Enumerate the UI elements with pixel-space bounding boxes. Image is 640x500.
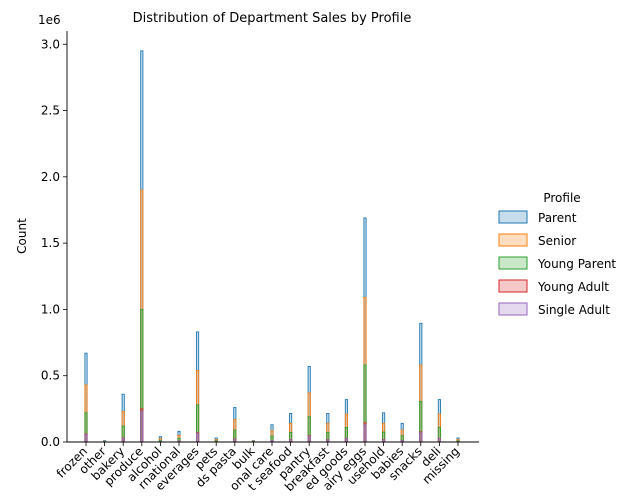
chart-title: Distribution of Department Sales by Prof…	[133, 11, 412, 26]
y-tick-label: 3.0	[41, 37, 60, 51]
x-axis: frozenotherbakeryproducealcoholrnational…	[54, 442, 462, 494]
bars-layer	[84, 50, 460, 443]
y-tick-label: 2.5	[41, 104, 60, 118]
bar-single-adult-produce	[140, 411, 144, 443]
y-axis-label: Count	[15, 218, 29, 254]
bar-single-adult-snacks	[419, 432, 423, 443]
bar-single-adult-bakery	[121, 437, 125, 443]
y-axis: 0.0 0.5 1.0 1.5 2.0 2.5 3.0	[41, 37, 67, 449]
y-offset-text: 1e6	[38, 13, 61, 27]
legend: Profile Parent Senior Young Parent Young Ad…	[498, 191, 616, 317]
legend-swatch	[498, 233, 528, 247]
legend-swatch	[498, 210, 528, 224]
legend-swatch	[498, 302, 528, 316]
legend-label: Single Adult	[538, 303, 610, 317]
bar-single-adult-beverages	[196, 432, 200, 443]
y-tick-label: 0.5	[41, 369, 60, 383]
legend-swatch	[498, 279, 528, 293]
bar-single-adult-deli	[437, 438, 441, 443]
bar-single-adult-dairy-eggs	[363, 424, 367, 443]
legend-label: Parent	[538, 211, 577, 225]
y-tick-label: 0.0	[41, 435, 60, 449]
legend-label: Young Parent	[537, 257, 616, 271]
y-tick-label: 2.0	[41, 170, 60, 184]
bar-single-adult-pantry	[307, 435, 311, 443]
legend-title: Profile	[543, 191, 580, 205]
legend-label: Senior	[538, 234, 576, 248]
bar-single-adult-frozen	[84, 434, 88, 443]
bar-single-adult-canned-goods	[344, 438, 348, 443]
y-tick-label: 1.5	[41, 236, 60, 250]
legend-swatch	[498, 256, 528, 270]
legend-label: Young Adult	[537, 280, 609, 294]
y-tick-label: 1.0	[41, 302, 60, 316]
